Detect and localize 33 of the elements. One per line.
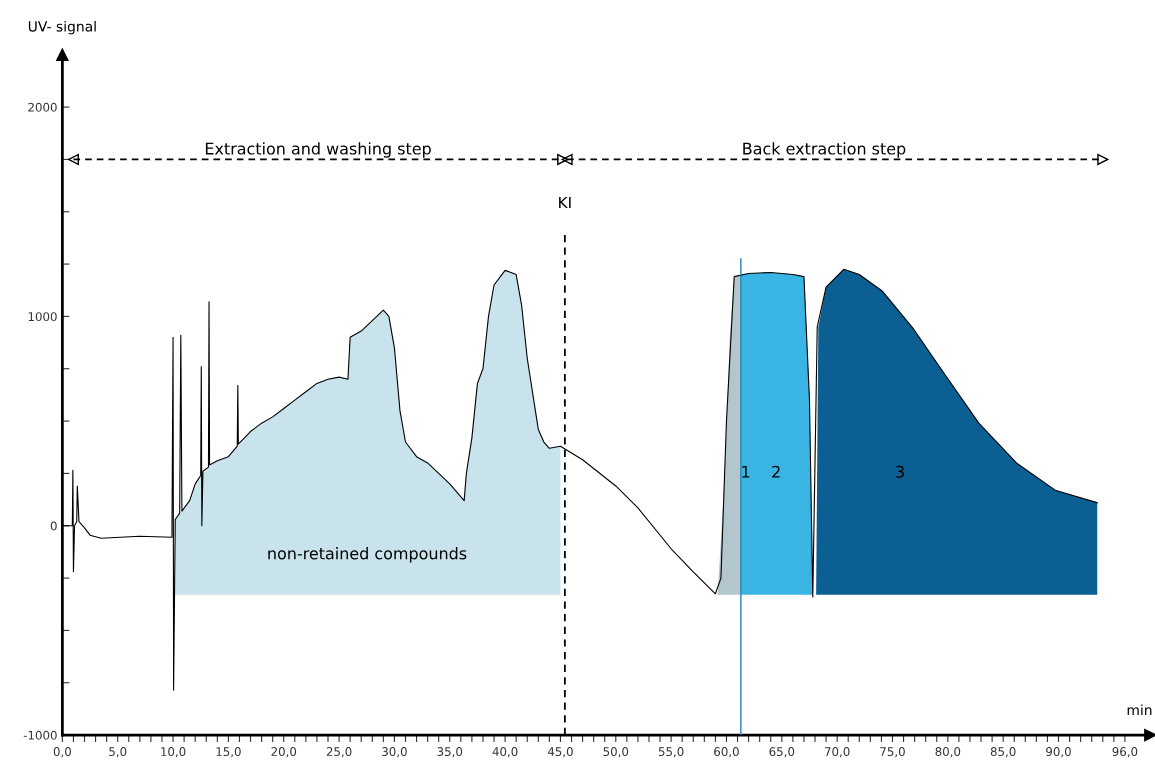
annotation: 3 bbox=[896, 465, 904, 478]
x-tick-label: 10,0 bbox=[161, 747, 186, 758]
annotation: 2 bbox=[772, 465, 780, 478]
y-tick-label: 2000 bbox=[28, 102, 57, 112]
x-tick-label: 70,0 bbox=[824, 747, 850, 758]
x-tick-label: 30,0 bbox=[382, 747, 407, 758]
y-axis-title: UV- signal bbox=[28, 20, 96, 35]
annotation: 1 bbox=[742, 465, 750, 478]
x-tick-label: 35,0 bbox=[437, 747, 463, 758]
x-tick-label: 20,0 bbox=[271, 747, 297, 758]
x-tick-label: 15,0 bbox=[216, 747, 241, 758]
annotation: Back extraction step bbox=[743, 142, 906, 158]
annotation: non-retained compounds bbox=[268, 547, 467, 563]
x-tick-label: 96,0 bbox=[1112, 747, 1138, 758]
x-tick-label: 75,0 bbox=[880, 747, 905, 758]
x-tick-label: 45,0 bbox=[547, 747, 573, 758]
y-tick-label: -1000 bbox=[23, 730, 57, 740]
x-tick-label: 60,0 bbox=[714, 747, 739, 758]
x-tick-label: 55,0 bbox=[658, 747, 684, 758]
x-tick-label: 25,0 bbox=[326, 747, 352, 758]
y-tick-label: 1000 bbox=[28, 312, 57, 322]
x-tick-label: 65,0 bbox=[769, 747, 795, 758]
y-tick-label: 0 bbox=[50, 521, 57, 531]
x-tick-label: 5,0 bbox=[109, 747, 127, 758]
x-tick-label: 80,0 bbox=[935, 747, 961, 758]
x-tick-label: 0,0 bbox=[53, 747, 71, 758]
x-tick-label: 50,0 bbox=[603, 747, 629, 758]
x-tick-label: 85,0 bbox=[990, 747, 1016, 758]
x-axis-title: min bbox=[1127, 704, 1152, 716]
x-tick-label: 90,0 bbox=[1046, 747, 1071, 758]
ref-line-label: KI bbox=[559, 196, 571, 209]
x-tick-label: 40,0 bbox=[492, 747, 518, 758]
annotation: Extraction and washing step bbox=[205, 142, 431, 158]
